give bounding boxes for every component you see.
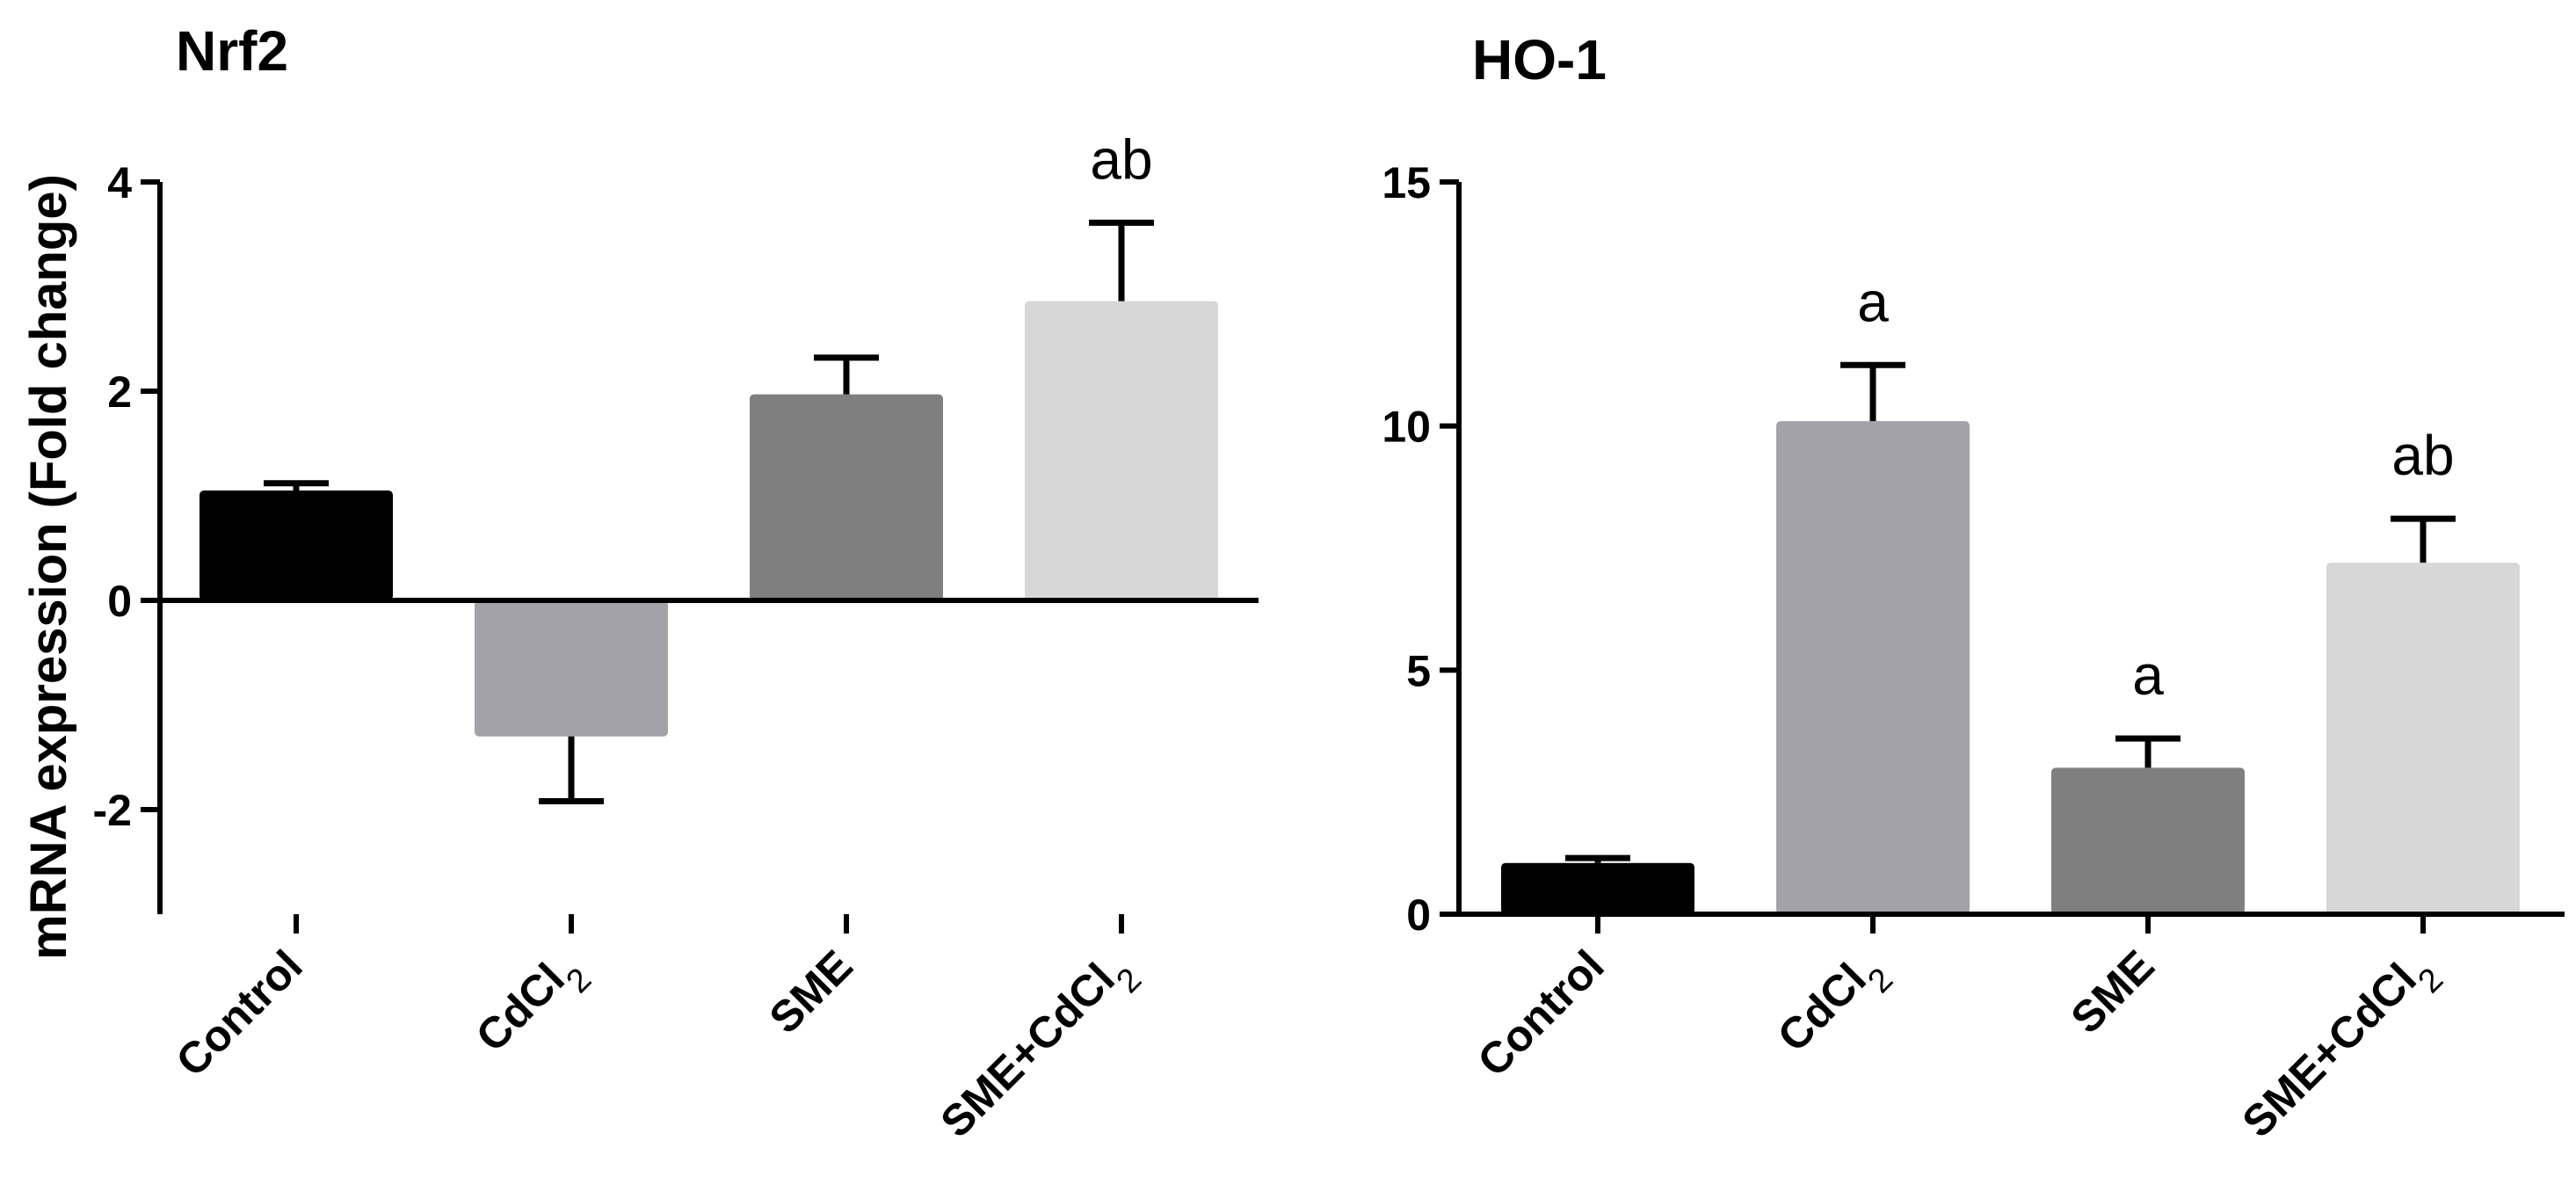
y-tick-label-ho1-0: 0 [1406, 890, 1431, 940]
chart-nrf2: Nrf2 -2 0 2 4 Control CdCl2 SME ab SME+CdCl2 [93, 19, 1259, 1159]
y-tick-label-ho1-1: 5 [1406, 646, 1431, 695]
x-tick-label-ho1-0: Control [1469, 941, 1614, 1086]
x-tick-label-nrf2-0: Control [167, 941, 312, 1086]
bar-nrf2-1 [475, 600, 668, 737]
bar-nrf2-3 [1025, 301, 1218, 600]
significance-label-nrf2-3: ab [1090, 127, 1152, 191]
x-tick-label-ho1-1: CdCl2 [1768, 941, 1900, 1072]
y-tick-label-ho1-3: 15 [1382, 158, 1431, 207]
bar-nrf2-2 [750, 394, 943, 600]
y-tick-label-nrf2-2: 2 [107, 367, 132, 417]
chart-title-ho1: HO-1 [1472, 28, 1607, 91]
chart-ho1: HO-1 0 5 10 15 Control a CdCl2 a SME ab SME+CdCl2 [1382, 28, 2565, 1159]
chart-title-nrf2: Nrf2 [176, 19, 288, 83]
significance-label-ho1-1: a [1857, 270, 1889, 333]
significance-label-ho1-3: ab [2391, 424, 2454, 487]
y-tick-label-nrf2-3: 4 [107, 158, 132, 207]
x-tick-label-ho1-3: SME+CdCl2 [2232, 941, 2450, 1159]
bar-ho1-1 [1776, 421, 1970, 914]
bar-nrf2-0 [200, 490, 393, 600]
x-tick-label-ho1-2: SME [2062, 941, 2164, 1043]
y-tick-label-nrf2-0: -2 [93, 786, 132, 835]
x-tick-label-nrf2-3: SME+CdCl2 [931, 941, 1149, 1159]
bar-ho1-0 [1501, 862, 1694, 914]
bar-ho1-2 [2051, 767, 2245, 914]
significance-label-ho1-2: a [2132, 643, 2164, 707]
bar-ho1-3 [2326, 563, 2520, 914]
y-tick-label-nrf2-1: 0 [107, 577, 132, 626]
x-tick-label-nrf2-1: CdCl2 [467, 941, 599, 1072]
y-axis-label: mRNA expression (Fold change) [20, 174, 77, 960]
x-tick-label-nrf2-2: SME [760, 941, 862, 1043]
y-tick-label-ho1-2: 10 [1382, 403, 1431, 452]
